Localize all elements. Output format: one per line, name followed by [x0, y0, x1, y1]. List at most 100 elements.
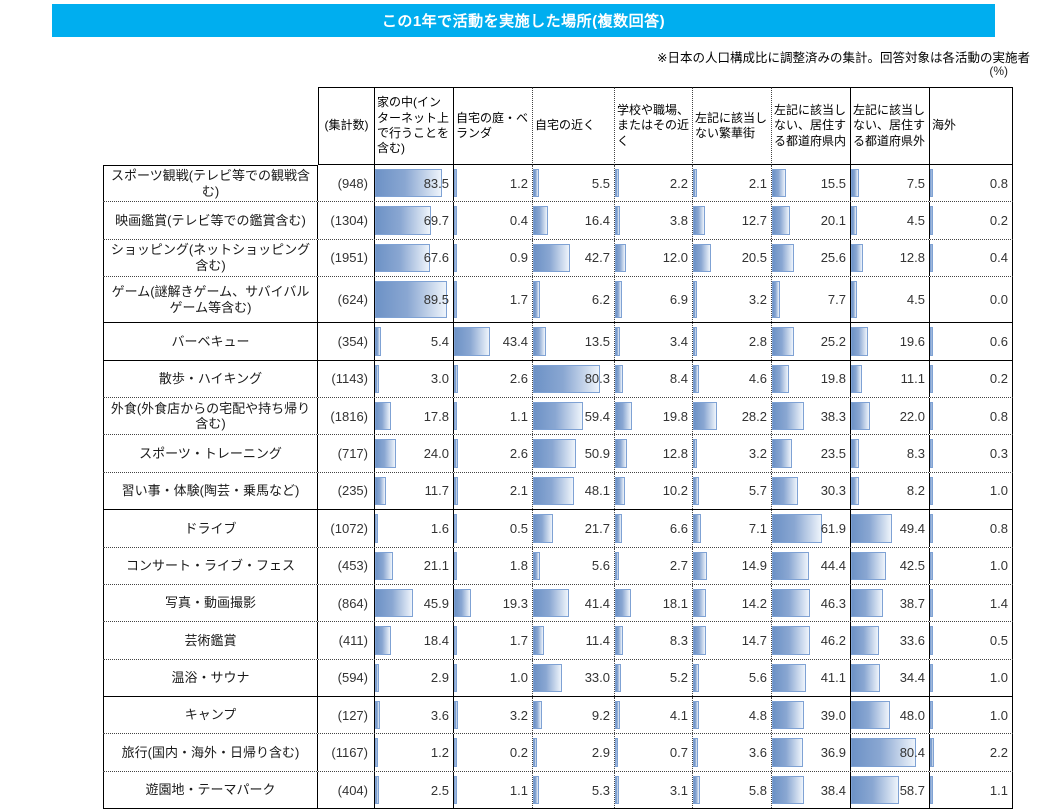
table-row: 温浴・サウナ (594) 2.9 1.0 33.0 5.2 5.6 41.1 34.4 1.0 — [103, 659, 1013, 698]
data-bar — [930, 701, 933, 730]
data-bar — [454, 738, 457, 767]
data-bar — [454, 551, 458, 580]
data-bar — [533, 663, 562, 693]
data-cell: 8.4 — [615, 360, 693, 397]
data-cell: 5.6 — [533, 547, 615, 584]
cell-value: 14.2 — [741, 595, 767, 611]
data-bar — [375, 206, 432, 235]
data-cell: 2.1 — [693, 165, 772, 202]
cell-value: 14.9 — [741, 558, 767, 574]
cell-value: 1.0 — [989, 483, 1008, 499]
count-column-header: (集計数) — [318, 87, 375, 165]
data-cell: 2.6 — [454, 360, 533, 397]
data-cell: 10.2 — [615, 472, 693, 510]
data-cell: 5.2 — [615, 659, 693, 697]
data-bar — [851, 588, 884, 618]
data-cell: 42.5 — [851, 547, 930, 584]
data-bar — [851, 626, 880, 655]
data-bar — [930, 514, 933, 543]
cell-value: 1.7 — [509, 632, 528, 648]
data-bar — [772, 626, 811, 655]
data-bar — [772, 738, 803, 767]
row-label: コンサート・ライブ・フェス — [103, 547, 318, 584]
data-cell: 7.5 — [851, 165, 930, 202]
data-bar — [454, 663, 457, 693]
data-cell: 4.6 — [693, 360, 772, 397]
data-cell: 6.6 — [615, 510, 693, 547]
data-cell: 19.6 — [851, 323, 930, 360]
data-cell: 19.8 — [772, 360, 851, 397]
data-cell: 69.7 — [375, 202, 454, 239]
cell-value: 1.8 — [509, 558, 528, 574]
cell-value: 28.2 — [741, 408, 767, 424]
cell-value: 33.6 — [899, 632, 925, 648]
data-bar — [533, 243, 570, 273]
table-row: ドライブ (1072) 1.6 0.5 21.7 6.6 7.1 61.9 49.4 0.8 — [103, 510, 1013, 548]
cell-value: 20.5 — [741, 250, 767, 266]
data-bar — [693, 775, 700, 805]
table-row: バーベキュー (354) 5.4 43.4 13.5 3.4 2.8 25.2 19.6 0.6 — [103, 323, 1013, 361]
data-bar — [454, 701, 459, 730]
data-bar — [930, 775, 933, 805]
cell-value: 0.5 — [989, 632, 1008, 648]
cell-value: 2.6 — [509, 371, 528, 387]
data-bar — [375, 663, 380, 693]
cell-value: 0.8 — [989, 408, 1008, 424]
data-cell: 1.7 — [454, 277, 533, 323]
table-row: スポーツ観戦(テレビ等での観戦含む) (948) 83.5 1.2 5.5 2.2 2.1 1… — [103, 165, 1013, 203]
data-bar — [772, 663, 807, 693]
cell-value: 5.2 — [669, 670, 688, 686]
data-bar — [615, 701, 621, 730]
data-cell: 1.0 — [930, 472, 1013, 510]
data-bar — [772, 169, 787, 198]
data-cell: 4.5 — [851, 202, 930, 239]
data-cell: 1.8 — [454, 547, 533, 584]
data-cell: 14.7 — [693, 622, 772, 659]
cell-value: 48.0 — [899, 707, 925, 723]
data-cell: 18.4 — [375, 622, 454, 659]
cell-value: 1.1 — [509, 408, 528, 424]
cell-value: 44.4 — [820, 558, 846, 574]
data-cell: 5.6 — [693, 659, 772, 697]
data-bar — [615, 551, 620, 580]
data-cell: 0.4 — [930, 239, 1013, 277]
data-bar — [615, 514, 623, 543]
cell-value: 8.3 — [906, 446, 925, 462]
data-bar — [615, 476, 625, 506]
data-cell: 19.8 — [615, 397, 693, 435]
row-label: バーベキュー — [103, 323, 318, 360]
row-label: ドライブ — [103, 510, 318, 547]
data-bar — [851, 476, 860, 506]
cell-value: 21.1 — [423, 558, 449, 574]
data-cell: 4.1 — [615, 697, 693, 734]
data-bar — [930, 588, 934, 618]
row-count: (1951) — [318, 239, 375, 277]
data-cell: 1.0 — [454, 659, 533, 697]
table-row: スポーツ・トレーニング (717) 24.0 2.6 50.9 12.8 3.2 23.5 8.… — [103, 435, 1013, 473]
cell-value: 59.4 — [584, 408, 610, 424]
data-bar — [693, 514, 701, 543]
data-cell: 0.2 — [454, 734, 533, 771]
data-bar — [930, 243, 933, 273]
cell-value: 4.5 — [906, 213, 925, 229]
data-cell: 0.3 — [930, 435, 1013, 472]
data-cell: 5.5 — [533, 165, 615, 202]
data-cell: 9.2 — [533, 697, 615, 734]
cell-value: 19.8 — [820, 371, 846, 387]
row-label: 旅行(国内・海外・日帰り含む) — [103, 734, 318, 771]
row-label: 遊園地・テーマパーク — [103, 771, 318, 809]
cell-value: 0.8 — [989, 175, 1008, 191]
cell-value: 4.1 — [669, 707, 688, 723]
cell-value: 58.7 — [899, 782, 925, 798]
cell-value: 42.7 — [584, 250, 610, 266]
data-cell: 6.9 — [615, 277, 693, 323]
data-bar — [772, 514, 823, 543]
data-bar — [375, 775, 379, 805]
cell-value: 19.3 — [502, 595, 528, 611]
data-bar — [533, 626, 545, 655]
data-bar — [851, 327, 869, 356]
data-cell: 20.1 — [772, 202, 851, 239]
cell-value: 1.4 — [989, 595, 1008, 611]
data-cell: 0.6 — [930, 323, 1013, 360]
data-cell: 11.1 — [851, 360, 930, 397]
